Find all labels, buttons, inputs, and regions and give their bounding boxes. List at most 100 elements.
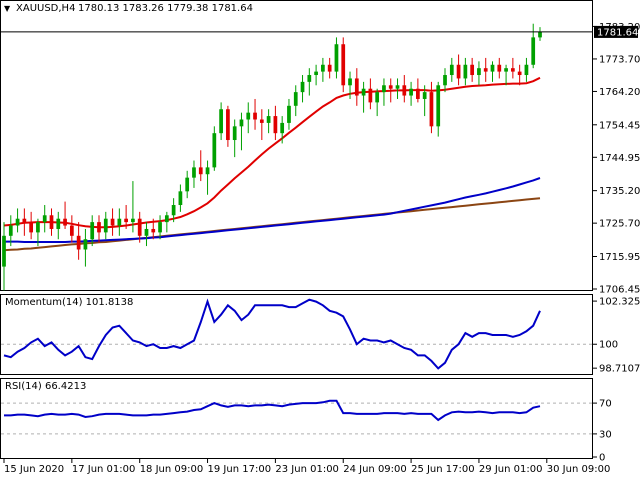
rsi-line: [4, 399, 541, 422]
candle-body: [490, 64, 495, 72]
candle-body: [436, 85, 441, 127]
candle-body: [402, 85, 407, 96]
candle: [97, 215, 101, 243]
candle-body: [266, 116, 271, 123]
momentum-panel: [0, 294, 593, 375]
candle: [463, 57, 468, 86]
candle-body: [69, 225, 74, 236]
candle: [49, 208, 54, 236]
candle: [524, 57, 529, 82]
candle: [205, 160, 210, 195]
x-tick-label: 29 Jun 01:00: [479, 464, 543, 475]
ma-mid-line: [4, 177, 541, 243]
candle: [253, 98, 257, 130]
dropdown-arrow-icon[interactable]: ▼: [4, 4, 11, 13]
momentum-y-tick-label: 102.3253: [599, 297, 640, 308]
candle: [287, 98, 291, 130]
candle-body: [42, 215, 47, 223]
candle-body: [449, 64, 454, 76]
candle: [354, 68, 359, 106]
candle: [538, 27, 542, 41]
candle: [395, 78, 400, 99]
candle-body: [2, 235, 6, 267]
price-panel: [0, 0, 593, 291]
candle-body: [368, 88, 373, 103]
candle: [490, 61, 495, 82]
candle: [110, 208, 115, 236]
candle-body: [103, 218, 108, 233]
rsi-title: RSI(14) 66.4213: [5, 381, 86, 392]
candle: [42, 205, 47, 233]
candle-body: [409, 88, 413, 96]
candle: [422, 85, 427, 117]
candle: [443, 68, 447, 93]
candle: [266, 109, 271, 134]
rsi-y-tick-label: 70: [599, 399, 612, 410]
candle-body: [456, 64, 461, 79]
candle: [137, 211, 142, 243]
candle: [90, 215, 95, 247]
candle: [144, 222, 149, 247]
candle: [117, 208, 122, 236]
candle: [293, 85, 298, 117]
x-tick-label: 23 Jun 01:00: [275, 464, 339, 475]
candle-body: [334, 44, 339, 72]
candle: [334, 37, 339, 79]
candle-body: [395, 85, 400, 89]
candle-body: [124, 218, 128, 223]
candle: [280, 116, 285, 144]
candle: [76, 222, 81, 260]
candle: [151, 218, 156, 240]
candle-body: [463, 64, 468, 79]
x-tick-label: 19 Jun 17:00: [208, 464, 272, 475]
candle: [273, 105, 278, 141]
candle-body: [517, 71, 522, 76]
candle: [212, 126, 217, 171]
x-tick-label: 24 Jun 09:00: [343, 464, 407, 475]
candle-body: [90, 222, 95, 240]
candle-body: [354, 78, 359, 96]
candle-body: [131, 218, 135, 223]
rsi-y-tick-label: 0: [599, 453, 605, 464]
x-tick-label: 18 Jun 09:00: [140, 464, 204, 475]
candle: [368, 78, 373, 110]
candle: [219, 102, 223, 141]
ma-fast-line: [3, 76, 541, 229]
candle-body: [524, 64, 529, 76]
candle: [178, 184, 183, 212]
price-y-tick-label: 1744.95: [599, 153, 640, 164]
candle: [436, 81, 441, 137]
candle-body: [239, 119, 244, 127]
candle-body: [158, 222, 162, 233]
momentum-title: Momentum(14) 101.8138: [5, 297, 133, 308]
candle: [192, 160, 196, 188]
momentum-y-tick-label: 98.7107: [599, 364, 640, 375]
candle-body: [321, 64, 325, 72]
candle-body: [164, 215, 169, 223]
candle-body: [327, 64, 332, 72]
candle-body: [341, 44, 346, 86]
candle-body: [510, 68, 515, 72]
candle: [63, 201, 67, 229]
candle: [29, 211, 34, 240]
candle: [103, 211, 108, 240]
candle: [69, 215, 74, 243]
candle: [429, 81, 434, 134]
candle-body: [8, 225, 13, 236]
candle-body: [307, 75, 312, 82]
price-y-tick-label: 1706.45: [599, 285, 640, 296]
candle: [449, 57, 454, 82]
candle-body: [538, 31, 542, 38]
candle: [158, 215, 162, 240]
candle: [83, 228, 88, 267]
candle-body: [144, 228, 149, 236]
candle: [124, 205, 128, 229]
price-y-tick-label: 1725.70: [599, 219, 640, 230]
price-y-tick-label: 1754.45: [599, 120, 640, 131]
candle-body: [470, 64, 475, 76]
candle-body: [185, 177, 190, 192]
candle-body: [348, 78, 352, 86]
candle: [402, 75, 407, 103]
candle: [348, 71, 352, 99]
candle-body: [137, 218, 142, 236]
